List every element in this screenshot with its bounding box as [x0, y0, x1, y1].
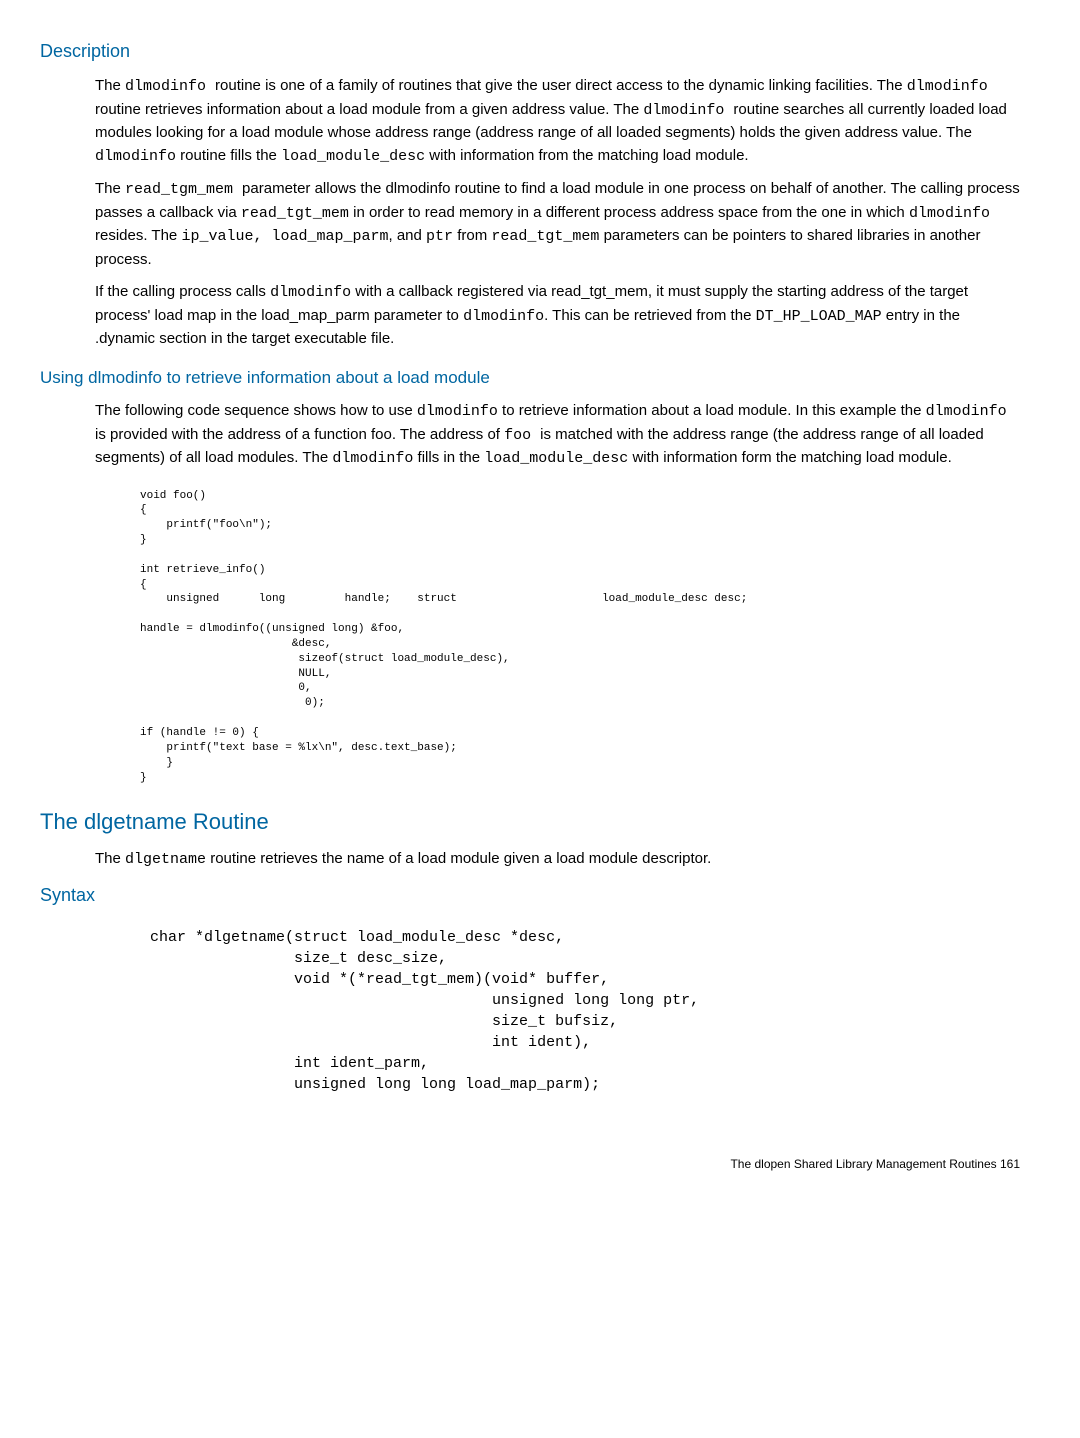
using-body: The following code sequence shows how to… — [95, 400, 1020, 471]
code-inline: read_tgt_mem — [491, 228, 599, 245]
text: routine retrieves information about a lo… — [95, 101, 643, 118]
text: fills in the — [413, 449, 484, 466]
text: in order to read memory in a different p… — [349, 204, 909, 221]
text: routine retrieves the name of a load mod… — [206, 850, 711, 867]
code-inline: read_tgt_mem — [241, 205, 349, 222]
code-inline: dlmodinfo — [332, 450, 413, 467]
text: from — [453, 227, 491, 244]
using-heading: Using dlmodinfo to retrieve information … — [40, 365, 1020, 391]
code-inline: dlmodinfo — [270, 284, 351, 301]
code-inline: load_map_parm — [271, 228, 388, 245]
code-inline: dlmodinfo — [463, 308, 544, 325]
text: If the calling process calls — [95, 283, 270, 300]
routine-para-1: The dlgetname routine retrieves the name… — [95, 848, 1020, 872]
text: The — [95, 850, 125, 867]
code-inline: ptr — [426, 228, 453, 245]
text: . This can be retrieved from the — [544, 307, 756, 324]
code-inline: dlmodinfo — [125, 78, 215, 95]
text: The — [95, 77, 125, 94]
desc-para-3: If the calling process calls dlmodinfo w… — [95, 281, 1020, 351]
code-syntax: char *dlgetname(struct load_module_desc … — [150, 927, 1020, 1095]
code-inline: dlmodinfo — [909, 205, 990, 222]
desc-para-2: The read_tgm_mem parameter allows the dl… — [95, 178, 1020, 271]
description-heading: Description — [40, 38, 1020, 65]
routine-body: The dlgetname routine retrieves the name… — [95, 848, 1020, 872]
text: is provided with the address of a functi… — [95, 426, 504, 443]
description-body: The dlmodinfo routine is one of a family… — [95, 75, 1020, 351]
text: The — [95, 180, 125, 197]
text: , and — [388, 227, 426, 244]
page-footer: The dlopen Shared Library Management Rou… — [40, 1155, 1020, 1173]
code-inline: load_module_desc — [484, 450, 628, 467]
code-inline: dlmodinfo — [95, 148, 176, 165]
code-inline: read_tgm_mem — [125, 181, 242, 198]
text: to retrieve information about a load mod… — [498, 402, 926, 419]
code-inline: dlmodinfo — [417, 403, 498, 420]
code-inline: dlgetname — [125, 851, 206, 868]
code-inline: dlmodinfo — [926, 403, 1007, 420]
syntax-heading: Syntax — [40, 882, 1020, 909]
code-example-1: void foo() { printf("foo\n"); } int retr… — [140, 489, 1020, 786]
desc-para-1: The dlmodinfo routine is one of a family… — [95, 75, 1020, 168]
code-inline: DT_HP_LOAD_MAP — [756, 308, 882, 325]
code-inline: dlmodinfo — [907, 78, 988, 95]
text: routine is one of a family of routines t… — [215, 77, 907, 94]
text: The following code sequence shows how to… — [95, 402, 417, 419]
text: with information form the matching load … — [628, 449, 952, 466]
code-inline: dlmodinfo — [643, 102, 733, 119]
using-para-1: The following code sequence shows how to… — [95, 400, 1020, 471]
text: resides. The — [95, 227, 181, 244]
text: with information from the matching load … — [425, 147, 749, 164]
code-inline: ip_value, — [181, 228, 271, 245]
routine-heading: The dlgetname Routine — [40, 805, 1020, 838]
code-inline: foo — [504, 427, 540, 444]
code-inline: load_module_desc — [281, 148, 425, 165]
text: routine fills the — [176, 147, 281, 164]
